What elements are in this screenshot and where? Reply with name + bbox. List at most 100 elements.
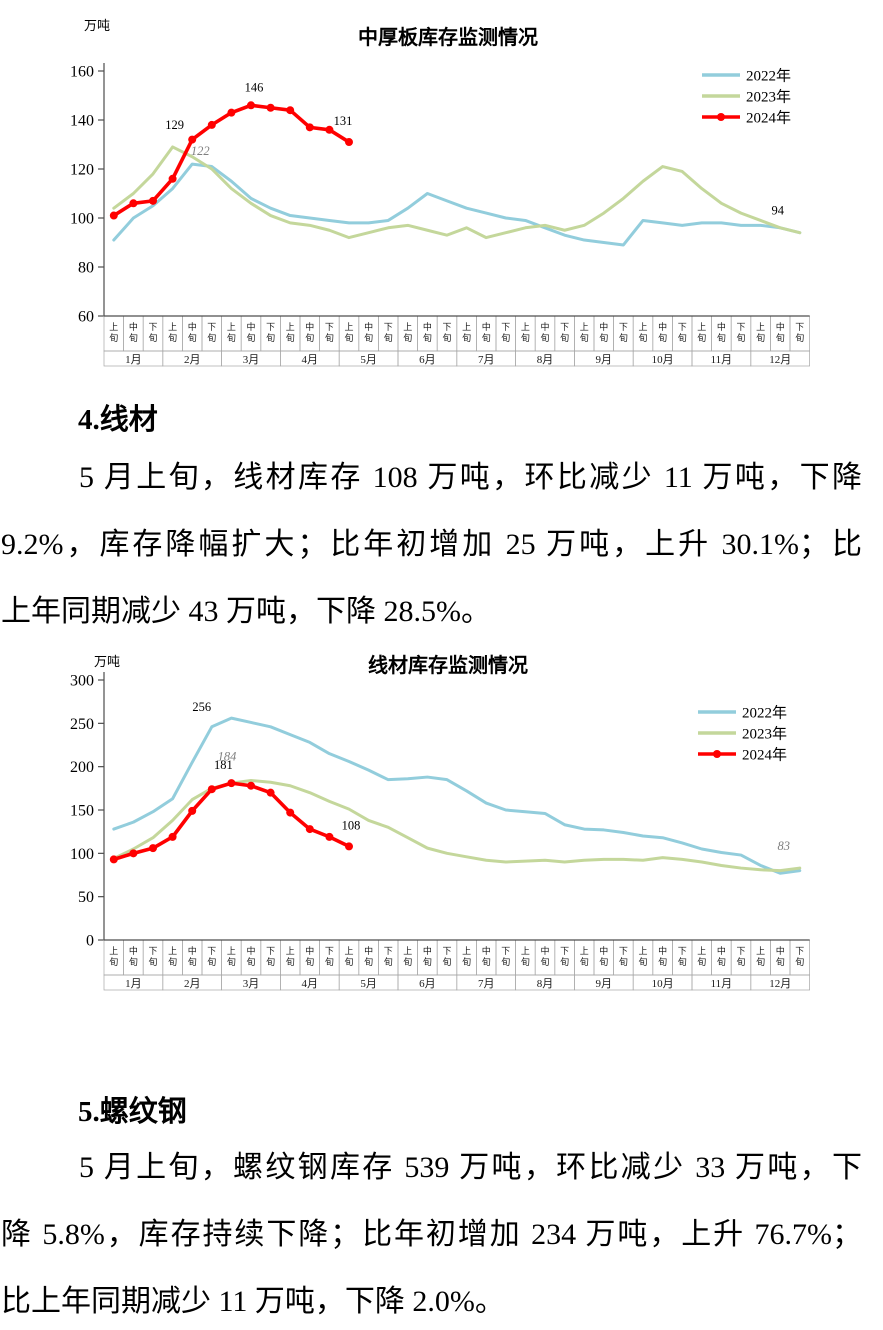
x-axis-month-label: 10月 (652, 978, 674, 990)
x-axis-month-label: 4月 (302, 354, 319, 366)
x-axis-period-label: 中旬 (717, 945, 726, 967)
x-axis-month-label: 1月 (125, 354, 142, 366)
section-paragraph-wire-rod: 5 月上旬，线材库存 108 万吨，环比减少 11 万吨，下降 9.2%，库存降幅… (1, 444, 862, 645)
x-axis-period-label: 中旬 (482, 321, 491, 343)
legend-label: 2024年 (746, 110, 791, 127)
x-axis-period-label: 下旬 (501, 946, 510, 967)
x-axis-period-label: 下旬 (678, 946, 687, 967)
x-axis-period-label: 下旬 (619, 946, 628, 967)
x-axis-month-label: 12月 (769, 354, 791, 366)
data-point-marker (345, 138, 353, 147)
x-axis-period-label: 下旬 (678, 322, 687, 343)
x-axis-period-label: 中旬 (482, 945, 491, 967)
data-point-marker (305, 825, 314, 834)
x-axis-period-label: 中旬 (364, 321, 373, 343)
y-tick-label: 200 (70, 759, 94, 776)
x-axis-period-label: 中旬 (599, 321, 608, 343)
x-axis-period-label: 上旬 (286, 322, 295, 343)
x-axis-month-label: 5月 (360, 978, 377, 990)
data-point-marker (227, 108, 236, 117)
x-axis-period-label: 上旬 (697, 322, 706, 343)
paragraph-line: 上年同期减少 43 万吨，下降 28.5%。 (1, 595, 491, 628)
x-axis-period-label: 上旬 (756, 946, 765, 967)
data-label: 83 (778, 839, 791, 853)
x-axis-period-label: 中旬 (188, 945, 197, 967)
x-axis-period-label: 下旬 (736, 322, 745, 343)
y-tick-label: 250 (70, 716, 94, 733)
x-axis-period-label: 下旬 (619, 322, 628, 343)
data-label: 131 (334, 114, 353, 128)
x-axis-period-label: 下旬 (560, 322, 569, 343)
x-axis-period-label: 上旬 (168, 322, 177, 343)
legend-label: 2023年 (746, 89, 791, 106)
x-axis-period-label: 下旬 (384, 322, 393, 343)
x-axis-period-label: 下旬 (207, 322, 216, 343)
x-axis-period-label: 下旬 (207, 946, 216, 967)
wire-rod-inventory-chart: 线材库存监测情况万吨300250200150100500上旬中旬下旬上旬中旬下旬… (70, 653, 810, 991)
x-axis-period-label: 上旬 (521, 946, 530, 967)
x-axis-period-label: 下旬 (795, 322, 804, 343)
x-axis-period-label: 下旬 (266, 322, 275, 343)
x-axis-period-label: 下旬 (442, 322, 451, 343)
legend-label: 2023年 (742, 726, 787, 743)
x-axis-month-label: 5月 (360, 354, 377, 366)
data-point-marker (286, 106, 295, 115)
y-tick-label: 300 (70, 673, 94, 690)
data-label: 256 (192, 700, 211, 714)
x-axis-period-label: 上旬 (286, 946, 295, 967)
x-axis-month-label: 6月 (419, 354, 436, 366)
x-axis-period-label: 中旬 (540, 321, 549, 343)
x-axis-period-label: 下旬 (795, 946, 804, 967)
x-axis-period-label: 中旬 (364, 945, 373, 967)
data-point-marker (149, 844, 157, 853)
y-tick-label: 50 (78, 889, 94, 906)
paragraph-line: 降 5.8%，库存持续下降；比年初增加 234 万吨，上升 76.7%； (1, 1218, 862, 1251)
data-label: 122 (191, 144, 210, 158)
x-axis-period-label: 下旬 (501, 322, 510, 343)
x-axis-period-label: 上旬 (638, 322, 647, 343)
legend-marker (713, 750, 721, 758)
x-axis-period-label: 上旬 (521, 322, 530, 343)
x-axis-period-label: 中旬 (540, 945, 549, 967)
y-tick-label: 150 (70, 803, 94, 820)
data-label: 108 (342, 818, 361, 832)
y-tick-label: 160 (70, 64, 94, 81)
series-line-2023年 (112, 145, 802, 240)
x-axis-period-label: 上旬 (403, 322, 412, 343)
x-axis-period-label: 中旬 (776, 321, 785, 343)
legend-marker (717, 113, 725, 121)
data-point-marker (266, 103, 275, 112)
x-axis-month-label: 11月 (711, 978, 733, 990)
x-axis-period-label: 中旬 (188, 321, 197, 343)
x-axis-month-label: 6月 (419, 978, 436, 990)
x-axis-period-label: 中旬 (305, 945, 314, 967)
data-point-marker (305, 123, 314, 132)
x-axis-period-label: 下旬 (384, 946, 393, 967)
data-label: 94 (772, 204, 785, 218)
paragraph-line: 5 月上旬，螺纹钢库存 539 万吨，环比减少 33 万吨，下 (79, 1151, 862, 1184)
x-axis-period-label: 上旬 (168, 946, 177, 967)
x-axis-period-label: 下旬 (442, 946, 451, 967)
data-point-marker (149, 196, 157, 205)
section-paragraph-rebar: 5 月上旬，螺纹钢库存 539 万吨，环比减少 33 万吨，下降 5.8%，库存… (1, 1134, 862, 1330)
x-axis-month-label: 9月 (596, 354, 613, 366)
x-axis-period-label: 上旬 (462, 946, 471, 967)
x-axis-period-label: 上旬 (403, 946, 412, 967)
x-axis-period-label: 上旬 (756, 322, 765, 343)
x-axis-period-label: 下旬 (148, 946, 157, 967)
x-axis-period-label: 中旬 (246, 945, 255, 967)
series-line-2024年 (112, 103, 351, 218)
paragraph-line: 9.2%，库存降幅扩大；比年初增加 25 万吨，上升 30.1%；比 (1, 528, 862, 561)
x-axis-month-cell (750, 350, 810, 367)
data-point-marker (345, 842, 353, 851)
data-label: 146 (245, 80, 264, 94)
x-axis-period-label: 上旬 (697, 946, 706, 967)
x-axis-period-label: 中旬 (776, 945, 785, 967)
paragraph-line: 比上年同期减少 11 万吨，下降 2.0%。 (1, 1285, 505, 1318)
x-axis-period-label: 中旬 (658, 945, 667, 967)
y-tick-label: 100 (70, 211, 94, 228)
x-axis-period-label: 上旬 (462, 322, 471, 343)
x-axis-month-label: 2月 (184, 978, 201, 990)
x-axis-period-label: 上旬 (638, 946, 647, 967)
